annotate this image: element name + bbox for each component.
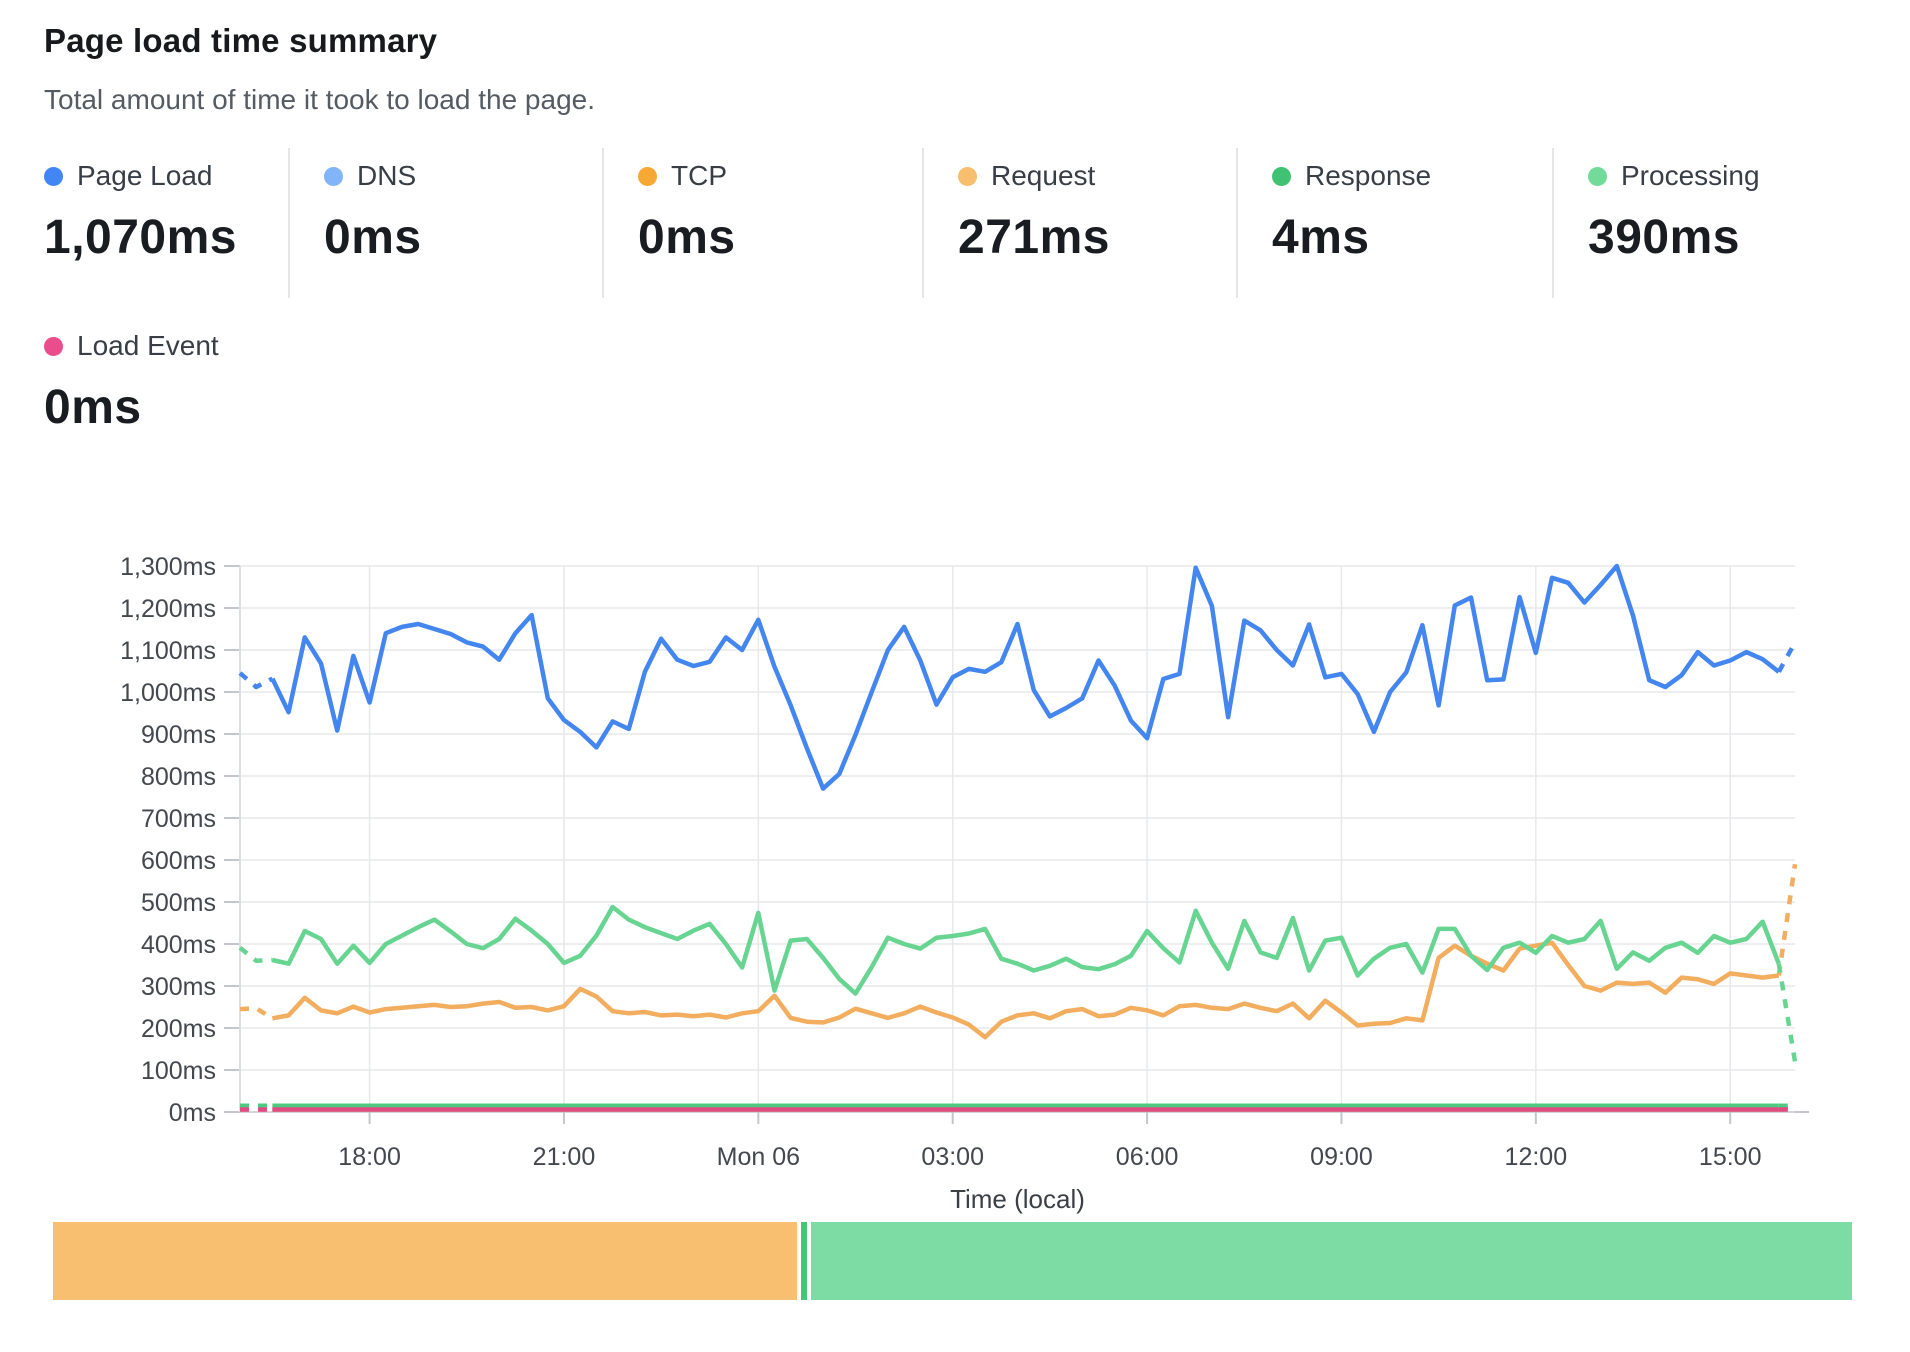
series-page-load-dash-head (238, 671, 274, 690)
series-page-load-dash-tail (1776, 641, 1797, 673)
page-subtitle: Total amount of time it took to load the… (44, 84, 596, 115)
y-axis-label: 800ms (141, 763, 216, 791)
series-processing (271, 904, 1781, 996)
x-axis-title: Time (local) (950, 1184, 1085, 1214)
tcp-legend-dot (638, 166, 657, 186)
metric-processing: Processing 390ms (1552, 148, 1866, 298)
metric-label: DNS (357, 160, 417, 191)
series-request (272, 940, 1780, 1040)
y-axis-label: 600ms (141, 847, 216, 875)
metric-value: 271ms (958, 211, 1110, 264)
page-load-time-chart[interactable]: 0ms 100ms 200ms 300ms 400ms 500ms 600ms 700ms 80… (0, 0, 1910, 1215)
y-axis-label: 1,200ms (120, 595, 216, 623)
metric-page-load: Page Load 1,070ms (0, 148, 288, 298)
metric-response: Response 4ms (1236, 148, 1552, 298)
y-axis-label: 1,300ms (120, 553, 216, 581)
metrics-row: Page Load 1,070ms DNS 0ms TCP 0ms Reques… (0, 148, 1866, 298)
metric-label: Load Event (77, 330, 219, 361)
metric-value: 0ms (44, 381, 142, 434)
metric-tcp: TCP 0ms (602, 148, 922, 298)
status-segment-passing[interactable] (811, 1222, 1852, 1300)
status-segment-degraded[interactable] (53, 1222, 797, 1300)
metric-value: 0ms (638, 211, 736, 264)
y-axis-label: 500ms (141, 889, 216, 917)
x-axis-label: 03:00 (921, 1143, 984, 1171)
metric-value: 1,070ms (44, 211, 237, 264)
metric-label: Response (1305, 160, 1432, 191)
y-axis-label: 200ms (141, 1015, 216, 1043)
x-axis-label: 12:00 (1505, 1143, 1568, 1171)
page-load-legend-dot (44, 166, 63, 186)
dns-legend-dot (324, 166, 343, 186)
y-axis-label: 0ms (169, 1099, 216, 1127)
y-axis-label: 400ms (141, 931, 216, 959)
processing-legend-dot (1588, 166, 1607, 186)
metric-label: Request (991, 160, 1096, 191)
metric-load-event: Load Event 0ms (0, 318, 219, 468)
series-page-load (270, 563, 1781, 791)
series-processing-dash-tail (1776, 963, 1798, 1062)
metric-request: Request 271ms (922, 148, 1236, 298)
metric-dns: DNS 0ms (288, 148, 602, 298)
x-axis-label: 15:00 (1699, 1143, 1762, 1171)
request-legend-dot (958, 166, 977, 186)
y-axis-label: 100ms (141, 1057, 216, 1085)
y-axis-label: 1,000ms (120, 679, 216, 707)
y-axis-label: 900ms (141, 721, 216, 749)
x-axis-label: Mon 06 (717, 1143, 800, 1171)
series-request-dash-head (239, 1006, 274, 1021)
metric-value: 4ms (1272, 211, 1370, 264)
y-axis-label: 1,100ms (120, 637, 216, 665)
response-legend-dot (1272, 166, 1291, 186)
metric-value: 0ms (324, 211, 422, 264)
x-axis-label: 09:00 (1310, 1143, 1373, 1171)
y-axis-label: 300ms (141, 973, 216, 1001)
page-title: Page load time summary (44, 22, 438, 59)
x-axis-label: 21:00 (533, 1143, 596, 1171)
series-processing-dash-head (238, 946, 273, 964)
x-axis-label: 18:00 (338, 1143, 401, 1171)
series-request-dash-tail (1776, 863, 1798, 976)
x-axis-label: 06:00 (1116, 1143, 1179, 1171)
status-timeline-bar (53, 1222, 1856, 1300)
metric-label: Page Load (77, 160, 213, 191)
metric-value: 390ms (1588, 211, 1740, 264)
metric-label: Processing (1621, 160, 1760, 191)
y-axis-label: 700ms (141, 805, 216, 833)
load-event-legend-dot (44, 336, 63, 356)
status-segment-sliver[interactable] (801, 1222, 807, 1300)
metric-label: TCP (671, 160, 727, 191)
